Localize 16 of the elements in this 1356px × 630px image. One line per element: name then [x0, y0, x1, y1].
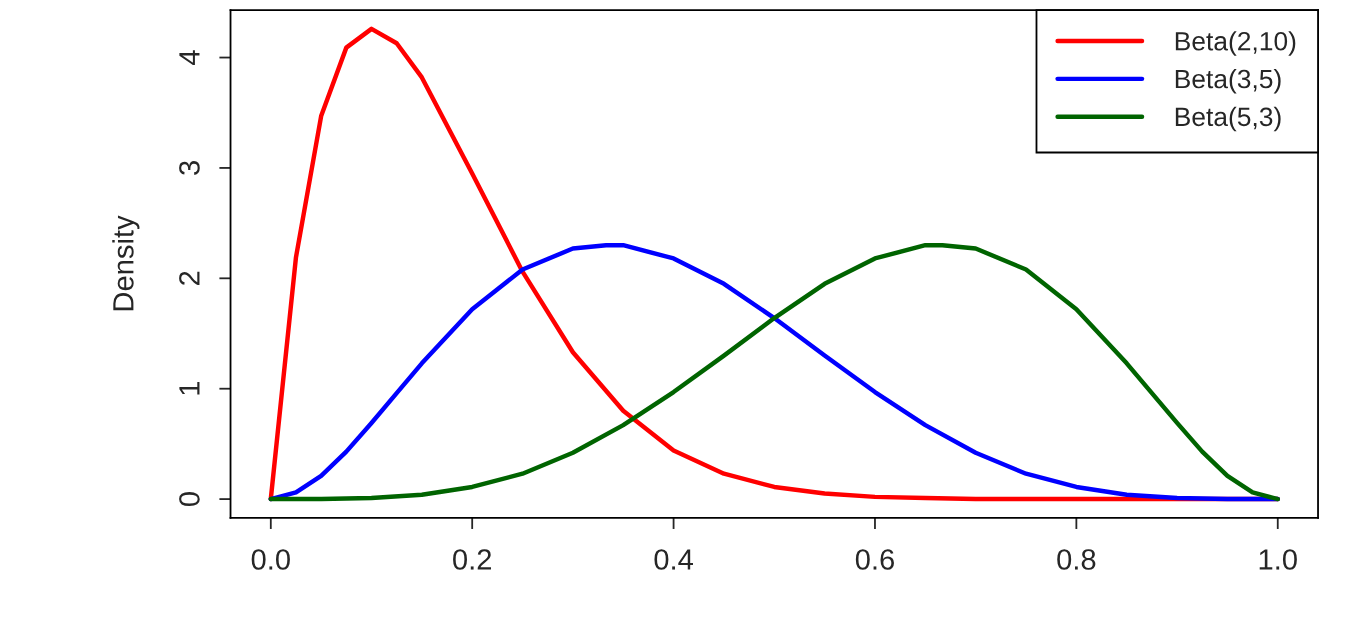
- y-tick-label: 0: [179, 492, 200, 507]
- y-tick-label: 1: [179, 382, 200, 395]
- x-tick-label: 0.8: [1057, 549, 1096, 570]
- x-tick-label: 0.6: [855, 549, 894, 570]
- y-axis-title: Density: [112, 215, 140, 311]
- line-series: [268, 242, 1280, 502]
- x-tick-label: 0.4: [654, 549, 693, 570]
- x-tick-label: 0.0: [251, 549, 290, 570]
- legend-label: Beta(5,3): [1175, 106, 1281, 132]
- legend-label: Beta(2,10): [1175, 31, 1296, 56]
- y-tick-label: 3: [179, 161, 200, 175]
- y-tick-label: 4: [179, 50, 200, 65]
- legend-label: Beta(3,5): [1175, 68, 1281, 94]
- x-tick-label: 1.0: [1259, 549, 1297, 570]
- x-tick-label: 0.2: [453, 549, 491, 570]
- y-tick-label: 2: [179, 271, 200, 285]
